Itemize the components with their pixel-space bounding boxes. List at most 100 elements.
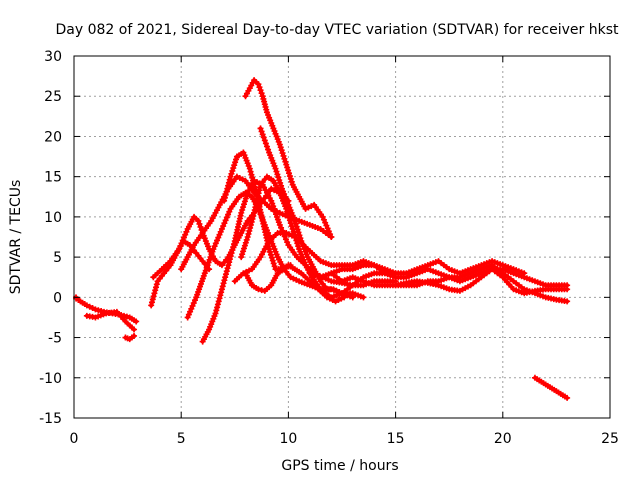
data-point-marker	[275, 174, 282, 181]
data-point-marker	[258, 287, 265, 294]
data-point-marker	[268, 254, 275, 261]
data-point-marker	[251, 183, 258, 190]
data-point-marker	[263, 143, 270, 150]
data-point-marker	[284, 164, 291, 171]
data-point-marker	[246, 165, 253, 172]
data-point-marker	[257, 125, 264, 132]
data-point-marker	[153, 284, 160, 291]
data-point-marker	[255, 81, 262, 88]
x-tick-label: 10	[279, 431, 297, 447]
data-point-marker	[238, 209, 245, 216]
y-tick-label: 25	[44, 89, 62, 105]
data-point-marker	[220, 280, 227, 287]
data-point-marker	[277, 144, 284, 151]
data-point-marker	[222, 274, 229, 281]
data-point-marker	[218, 286, 225, 293]
data-point-marker	[285, 167, 292, 174]
data-point-marker	[223, 268, 230, 275]
data-point-marker	[243, 192, 250, 199]
data-point-marker	[286, 173, 293, 180]
data-point-marker	[225, 179, 232, 186]
data-point-marker	[250, 177, 257, 184]
data-point-marker	[230, 165, 237, 172]
data-point-marker	[231, 162, 238, 169]
series-track-i	[242, 262, 294, 294]
data-point-marker	[276, 177, 283, 184]
data-point-marker	[240, 204, 247, 211]
data-point-marker	[240, 248, 247, 255]
grid-lines	[74, 56, 610, 418]
series-track-h	[242, 77, 335, 240]
data-point-marker	[228, 170, 235, 177]
data-point-marker	[247, 168, 254, 175]
data-point-marker	[196, 220, 203, 227]
data-point-marker	[229, 167, 236, 174]
data-point-marker	[213, 307, 220, 314]
data-point-marker	[214, 301, 221, 308]
data-point-marker	[271, 263, 278, 270]
data-point-marker	[239, 206, 246, 213]
data-point-marker	[229, 247, 236, 254]
data-point-marker	[248, 218, 255, 225]
data-point-marker	[226, 259, 233, 266]
data-point-marker	[265, 146, 272, 153]
data-point-marker	[92, 306, 99, 313]
data-point-marker	[242, 195, 249, 202]
x-tick-label: 15	[387, 431, 405, 447]
data-point-marker	[219, 283, 226, 290]
series-track-early-dip	[122, 332, 138, 343]
data-point-marker	[270, 260, 277, 267]
data-point-marker	[224, 265, 231, 272]
data-point-marker	[148, 299, 155, 306]
data-point-marker	[228, 250, 235, 257]
data-point-marker	[150, 293, 157, 300]
data-point-marker	[230, 244, 237, 251]
y-tick-label: -15	[39, 411, 62, 427]
y-tick-label: 30	[44, 49, 62, 65]
data-point-marker	[276, 141, 283, 148]
data-point-marker	[286, 170, 293, 177]
data-point-marker	[214, 304, 221, 311]
data-point-marker	[280, 152, 287, 159]
data-point-marker	[274, 171, 281, 178]
data-point-marker	[95, 307, 102, 314]
y-tick-label: -10	[39, 371, 62, 387]
data-point-marker	[349, 294, 356, 301]
data-point-marker	[247, 224, 254, 231]
data-point-marker	[294, 226, 301, 233]
data-point-marker	[153, 281, 160, 288]
data-point-marker	[239, 251, 246, 258]
series-track-late-dip	[531, 374, 571, 401]
data-point-marker	[222, 191, 229, 198]
series-track-j	[257, 125, 356, 301]
data-point-marker	[267, 251, 274, 258]
data-point-marker	[233, 156, 240, 163]
data-point-marker	[295, 229, 302, 236]
data-point-marker	[241, 198, 248, 205]
data-point-marker	[267, 248, 274, 255]
data-point-marker	[246, 227, 253, 234]
y-tick-label: 0	[53, 290, 62, 306]
data-point-marker	[249, 215, 256, 222]
data-point-marker	[258, 90, 265, 97]
data-point-marker	[277, 179, 284, 186]
chart-title: Day 082 of 2021, Sidereal Day-to-day VTE…	[56, 22, 619, 38]
series-track-early-left	[73, 294, 140, 325]
data-point-marker	[249, 174, 256, 181]
data-point-marker	[224, 185, 231, 192]
y-axis-label: SDTVAR / TECUs	[8, 180, 24, 295]
data-point-marker	[287, 262, 294, 269]
data-point-marker	[244, 234, 251, 240]
y-tick-label: -5	[48, 331, 62, 347]
series-track-early-left-lower	[83, 308, 138, 333]
data-point-marker	[195, 217, 202, 224]
data-point-marker	[241, 242, 248, 249]
data-point-marker	[288, 178, 295, 185]
data-point-marker	[295, 243, 302, 250]
data-point-marker	[258, 128, 265, 135]
data-point-marker	[131, 332, 138, 339]
data-point-marker	[226, 256, 233, 263]
data-point-marker	[261, 137, 268, 144]
data-point-marker	[287, 175, 294, 182]
